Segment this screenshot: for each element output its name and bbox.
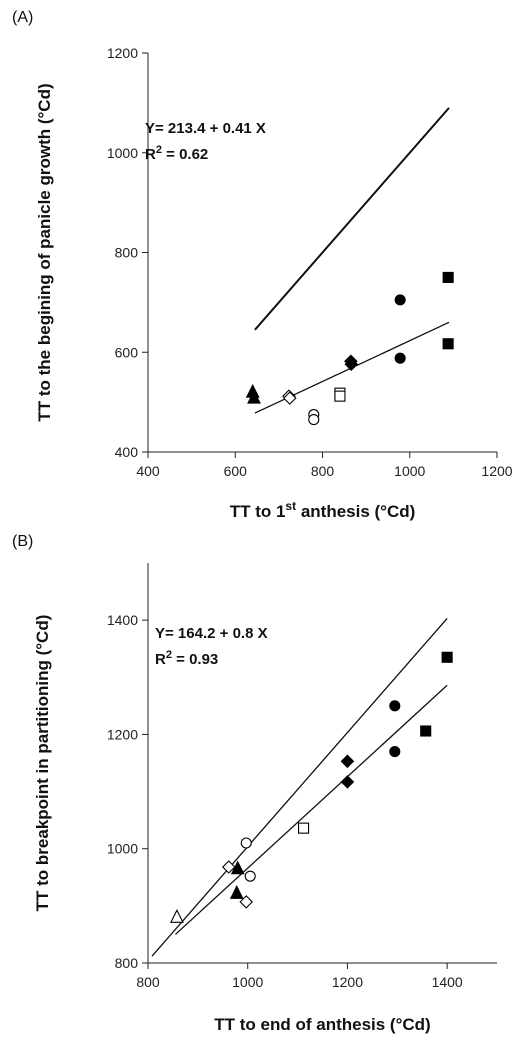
x-tick-label: 1000 [232, 974, 263, 990]
data-point-diamond-open [221, 860, 236, 874]
y-tick-label: 1400 [107, 612, 138, 628]
x-tick-label: 800 [311, 463, 335, 479]
r-squared-label: R2 = 0.62 [145, 144, 208, 163]
x-axis-label: TT to end of anthesis (°Cd) [214, 1015, 430, 1034]
panel-label: (A) [12, 9, 33, 26]
data-point-square-filled [420, 725, 432, 737]
regression-equation: Y= 164.2 + 0.8 X [155, 625, 268, 642]
x-tick-label: 1200 [332, 974, 363, 990]
data-point-circle-filled [389, 746, 401, 758]
y-tick-label: 1000 [107, 145, 138, 161]
data-point-triangle-filled [247, 389, 261, 404]
x-tick-label: 1400 [432, 974, 463, 990]
y-tick-label: 800 [115, 955, 139, 971]
r-squared-label: R2 = 0.93 [155, 649, 218, 668]
chart-panel-b: (B) 800 1000 1200 1400 800 1000 1200 1400 TT to e… [12, 533, 497, 1034]
data-point-circle-open [240, 837, 252, 849]
x-axis-label: TT to 1st anthesis (°Cd) [230, 499, 416, 521]
y-axis-label: TT to breakpoint in partitioning (°Cd) [33, 615, 52, 912]
y-tick-label: 800 [115, 245, 139, 261]
regression-line [151, 618, 448, 957]
y-tick-label: 400 [115, 444, 139, 460]
data-point-triangle-open [170, 909, 184, 923]
data-point-diamond-open [283, 391, 297, 405]
panel-label: (B) [12, 533, 33, 550]
data-point-circle-open [244, 870, 256, 882]
data-point-circle-filled [394, 352, 406, 364]
data-point-square-open [298, 822, 310, 834]
data-point-diamond-open [239, 895, 253, 909]
x-tick-label: 1000 [394, 463, 425, 479]
y-tick-label: 600 [115, 344, 139, 360]
data-point-triangle-filled [230, 860, 245, 875]
y-axis-label: TT to the begining of panicle growth (°C… [35, 83, 54, 421]
data-point-square-filled [441, 651, 453, 663]
y-tick-label: 1200 [107, 45, 138, 61]
one-to-one-line [254, 107, 450, 331]
data-point-square-filled [442, 338, 454, 350]
regression-line [174, 684, 448, 935]
data-point-square-open [334, 390, 346, 402]
data-point-triangle-filled [229, 885, 244, 899]
y-tick-label: 1200 [107, 726, 138, 742]
data-point-circle-filled [389, 700, 401, 712]
data-point-diamond-filled [344, 357, 359, 371]
regression-equation: Y= 213.4 + 0.41 X [145, 120, 266, 137]
data-point-diamond-filled [340, 775, 355, 789]
x-tick-label: 800 [136, 974, 160, 990]
y-tick-label: 1000 [107, 841, 138, 857]
x-tick-label: 400 [136, 463, 160, 479]
x-tick-label: 600 [224, 463, 248, 479]
data-point-diamond-filled [340, 754, 355, 769]
data-point-circle-open [308, 414, 320, 426]
chart-panel-a: (A) 400 600 800 1000 1200 400 600 800 1000 1200 TT … [12, 9, 513, 521]
data-point-square-filled [442, 271, 454, 283]
data-point-circle-filled [394, 294, 406, 306]
x-tick-label: 1200 [481, 463, 512, 479]
